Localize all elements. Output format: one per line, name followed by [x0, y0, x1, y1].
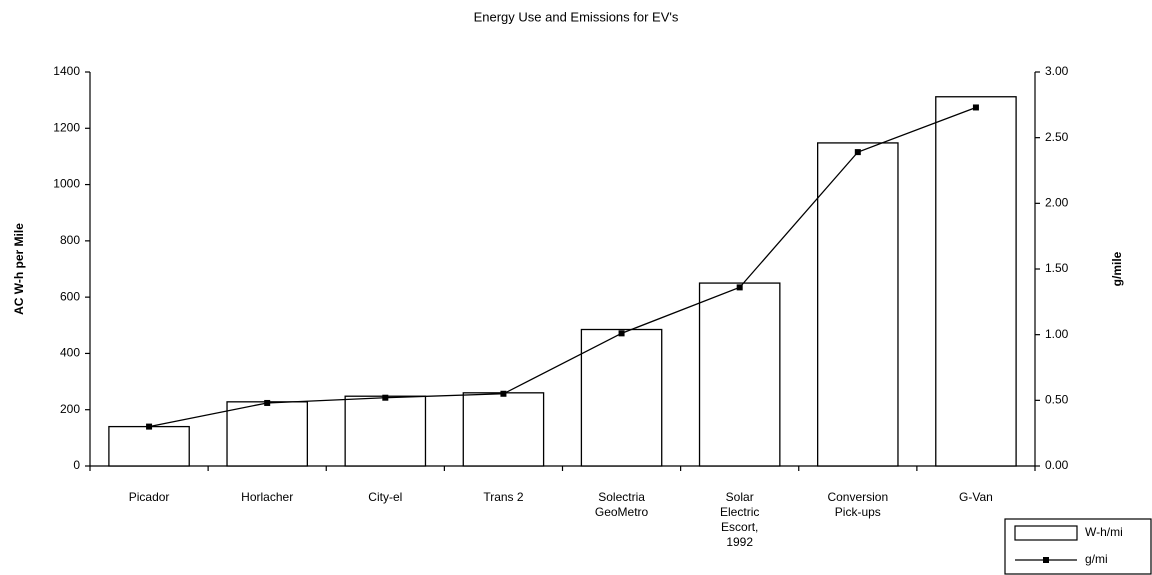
- y2-tick-label: 0.00: [1045, 458, 1069, 472]
- y-tick-label: 800: [60, 233, 80, 247]
- y-tick-label: 600: [60, 289, 80, 303]
- line: [148, 106, 977, 428]
- x-tick-label: Solar Electric Escort, 1992: [720, 490, 759, 549]
- legend-label: g/mi: [1085, 552, 1108, 566]
- bar: [698, 282, 781, 467]
- y-tick-label: 400: [60, 346, 80, 360]
- x-tick-label: Horlacher: [241, 490, 293, 504]
- y-tick-label: 200: [60, 402, 80, 416]
- bar: [462, 392, 545, 467]
- y-axis-title: AC W-h per Mile: [12, 223, 26, 315]
- marker: [382, 394, 389, 401]
- chart-title: Energy Use and Emissions for EV's: [474, 9, 679, 24]
- marker: [618, 330, 625, 337]
- y-tick-label: 1200: [53, 120, 80, 134]
- legend-swatch: [1014, 525, 1078, 541]
- marker: [736, 284, 743, 291]
- y2-tick-label: 0.50: [1045, 393, 1069, 407]
- bar: [935, 96, 1017, 467]
- marker: [972, 104, 979, 111]
- x-tick-label: City-el: [368, 490, 402, 504]
- y2-tick-label: 1.50: [1045, 261, 1069, 275]
- y2-tick-label: 2.00: [1045, 196, 1069, 210]
- bar: [344, 395, 427, 467]
- marker: [264, 399, 271, 406]
- legend-label: W-h/mi: [1085, 525, 1123, 539]
- x-tick-label: G-Van: [959, 490, 993, 504]
- y-tick-label: 1400: [53, 64, 80, 78]
- marker: [146, 423, 153, 430]
- y2-tick-label: 3.00: [1045, 64, 1069, 78]
- x-tick-label: Trans 2: [483, 490, 524, 504]
- y-tick-label: 1000: [53, 177, 80, 191]
- x-tick-label: Picador: [129, 490, 170, 504]
- y2-axis-title: g/mile: [1110, 251, 1124, 286]
- bar: [817, 142, 899, 467]
- y2-tick-label: 2.50: [1045, 130, 1069, 144]
- bar: [226, 401, 308, 467]
- legend-marker: [1043, 557, 1049, 563]
- marker: [500, 390, 507, 397]
- bar: [108, 425, 190, 467]
- y-tick-label: 0: [73, 458, 80, 472]
- marker: [854, 149, 861, 156]
- y2-tick-label: 1.00: [1045, 327, 1069, 341]
- bar: [580, 328, 663, 467]
- x-tick-label: Solectria GeoMetro: [595, 490, 649, 519]
- x-tick-label: Conversion Pick-ups: [827, 490, 888, 519]
